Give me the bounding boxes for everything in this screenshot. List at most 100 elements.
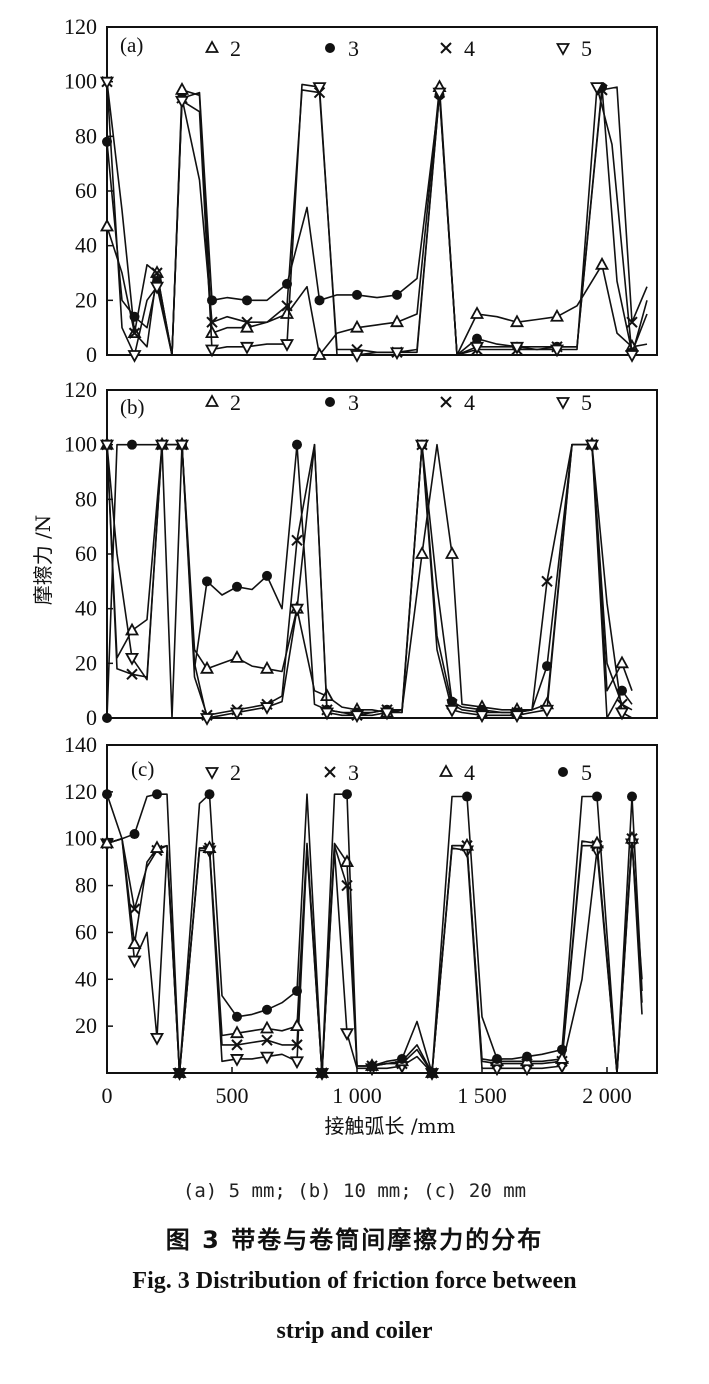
y-tick-label: 20 — [75, 1013, 97, 1038]
cross-stroke — [291, 1039, 303, 1051]
data-point — [99, 76, 115, 90]
series-4 — [101, 75, 648, 358]
data-point — [239, 319, 255, 333]
data-point — [289, 1056, 305, 1070]
y-tick-label: 80 — [75, 873, 97, 898]
y-tick-label: 120 — [64, 779, 97, 804]
data-point — [149, 1032, 165, 1046]
y-tick-label: 20 — [75, 650, 97, 675]
data-point — [124, 622, 140, 636]
data-point — [149, 281, 165, 295]
cross-stroke — [126, 668, 138, 680]
cross-stroke — [541, 575, 553, 588]
cross-stroke — [440, 42, 452, 54]
data-point — [229, 1025, 245, 1039]
data-point — [102, 713, 112, 723]
legend-label: 2 — [230, 760, 241, 785]
data-point — [206, 316, 218, 328]
data-point — [389, 347, 405, 361]
data-point — [149, 840, 165, 853]
data-point — [102, 136, 112, 147]
series-2 — [99, 436, 633, 719]
data-point — [432, 87, 447, 101]
data-point — [444, 546, 460, 559]
data-point — [231, 1039, 243, 1051]
data-point — [199, 713, 215, 726]
x-tick-label: 500 — [216, 1083, 249, 1108]
data-point — [349, 350, 365, 363]
data-point — [584, 439, 600, 453]
data-point — [367, 1060, 377, 1071]
series-5 — [99, 439, 633, 726]
series-line — [106, 443, 633, 717]
panel-c: 20 40 60 80 100 120 140 0 500 1 000 1 500 2 000 (c) 2… — [64, 732, 658, 1108]
y-tick-label: 80 — [75, 123, 97, 148]
cross-stroke — [206, 316, 218, 328]
data-point — [554, 1051, 570, 1064]
data-point — [232, 1011, 242, 1022]
data-point — [522, 1051, 532, 1062]
data-point — [174, 95, 190, 109]
data-point — [259, 1020, 275, 1034]
y-tick-label: 80 — [75, 486, 97, 511]
data-point — [174, 439, 190, 453]
legend-marker-cross — [324, 766, 336, 778]
series-line — [106, 837, 643, 1074]
data-point — [472, 333, 482, 344]
legend-label: 5 — [581, 390, 592, 415]
data-point — [289, 1018, 305, 1032]
series-line — [106, 443, 633, 719]
data-point — [127, 955, 142, 969]
legend-marker-triangle-up — [204, 40, 220, 53]
data-point — [279, 339, 295, 352]
data-point — [614, 655, 630, 669]
data-point — [292, 439, 302, 450]
data-point — [229, 649, 245, 663]
data-point — [128, 327, 141, 339]
data-point — [339, 1028, 355, 1042]
data-point — [627, 791, 637, 802]
data-point — [509, 710, 525, 724]
data-point — [549, 308, 565, 322]
legend-marker-triangle-down — [555, 397, 571, 410]
y-tick-label: 60 — [75, 919, 97, 944]
legend-marker-cross — [440, 42, 452, 54]
series-line — [106, 443, 633, 719]
data-point — [414, 439, 430, 453]
data-point — [174, 81, 190, 95]
y-tick-label: 40 — [75, 596, 97, 621]
data-point — [349, 710, 365, 724]
data-point — [312, 82, 327, 96]
data-point — [509, 341, 525, 355]
cross-stroke — [440, 396, 452, 408]
data-point — [312, 347, 327, 360]
data-point — [129, 829, 140, 840]
x-tick-label: 0 — [102, 1083, 113, 1108]
y-tick-label: 0 — [86, 705, 97, 730]
data-point — [262, 1004, 272, 1015]
legend-label: 5 — [581, 36, 592, 61]
data-point — [594, 256, 610, 270]
data-point — [174, 1068, 185, 1078]
data-point — [281, 300, 293, 312]
data-point — [462, 791, 472, 802]
data-point — [342, 789, 352, 800]
data-point — [204, 344, 220, 358]
y-tick-label: 100 — [64, 826, 97, 851]
data-point — [349, 319, 365, 333]
legend-marker-triangle-down — [555, 43, 571, 56]
y-tick-label: 120 — [64, 377, 97, 402]
cross-stroke — [261, 1034, 273, 1046]
data-point — [379, 707, 395, 721]
caption-subfigure-legend: (a) 5 mm; (b) 10 mm; (c) 20 mm — [182, 1180, 527, 1202]
data-point — [242, 295, 252, 306]
data-point — [509, 314, 525, 328]
data-point — [229, 1054, 245, 1067]
data-point — [389, 314, 405, 328]
cross-stroke — [324, 766, 336, 778]
series-4 — [101, 438, 633, 721]
series-5 — [102, 789, 643, 1078]
legend-marker-triangle-down — [204, 767, 220, 780]
panel-label: (c) — [131, 757, 154, 781]
series-line — [106, 837, 643, 1074]
